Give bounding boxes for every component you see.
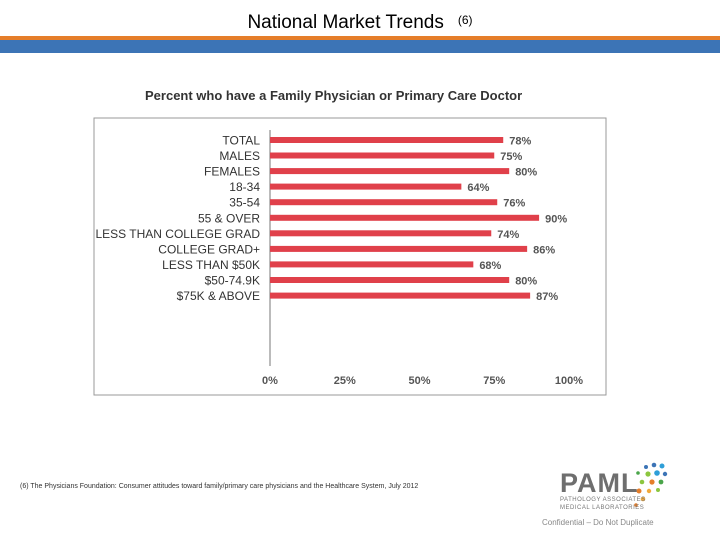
x-tick-label: 100% [555, 375, 583, 387]
title-reference: (6) [457, 13, 473, 27]
category-label: FEMALES [204, 165, 260, 179]
value-label: 68% [479, 260, 501, 272]
bar [270, 183, 462, 190]
logo-line-1: PATHOLOGY ASSOCIATES [560, 497, 646, 503]
category-label: MALES [219, 149, 260, 163]
bar [270, 261, 474, 268]
bar [270, 199, 498, 206]
bar [270, 214, 540, 221]
source-footnote: (6) The Physicians Foundation: Consumer … [20, 483, 419, 490]
value-label: 80% [515, 276, 537, 288]
category-label: TOTAL [222, 134, 260, 148]
paml-logo: PAML PATHOLOGY ASSOCIATES MEDICAL LABORA… [560, 470, 646, 512]
category-label: COLLEGE GRAD+ [158, 242, 260, 256]
category-label: LESS THAN $50K [162, 258, 260, 272]
x-tick-label: 0% [262, 375, 278, 387]
header-rule-blue [0, 40, 720, 53]
category-label: 18-34 [229, 180, 260, 194]
value-label: 75% [500, 151, 522, 163]
category-label: 35-54 [229, 196, 260, 210]
logo-wordmark: PAML [560, 468, 639, 498]
value-label: 90% [545, 213, 567, 225]
category-label: LESS THAN COLLEGE GRAD [96, 227, 261, 241]
value-label: 64% [467, 182, 489, 194]
category-label: $50-74.9K [205, 274, 260, 288]
value-label: 86% [533, 244, 555, 256]
bar [270, 137, 504, 143]
value-label: 74% [497, 229, 519, 241]
x-tick-label: 25% [334, 375, 356, 387]
chart-title: Percent who have a Family Physician or P… [145, 88, 523, 103]
slide-title: National Market Trends (6) [0, 12, 720, 34]
logo-dots-icon [634, 462, 668, 507]
x-tick-label: 75% [483, 375, 505, 387]
confidential-notice: Confidential – Do Not Duplicate [542, 518, 654, 527]
chart-frame [93, 117, 607, 396]
bar [270, 277, 510, 283]
value-label: 78% [509, 136, 531, 148]
value-label: 87% [536, 291, 558, 303]
value-label: 76% [503, 198, 525, 210]
header-rule-orange [0, 36, 720, 40]
bar [270, 168, 510, 175]
bar [270, 230, 492, 237]
bar [270, 245, 528, 252]
bar [270, 292, 531, 299]
category-label: 55 & OVER [198, 211, 260, 225]
x-tick-label: 50% [408, 375, 430, 387]
bar [270, 152, 495, 159]
title-text: National Market Trends [247, 12, 444, 33]
value-label: 80% [515, 167, 537, 179]
category-label: $75K & ABOVE [177, 289, 260, 303]
logo-line-2: MEDICAL LABORATORIES [560, 505, 645, 511]
